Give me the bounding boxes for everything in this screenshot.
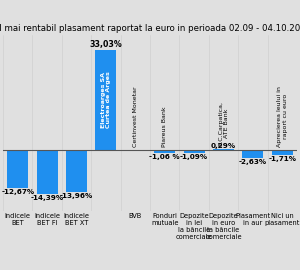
Bar xyxy=(184,150,205,153)
Text: -13,96%: -13,96% xyxy=(60,193,93,199)
Bar xyxy=(37,150,58,194)
Text: Certinvest Monetar: Certinvest Monetar xyxy=(133,86,138,147)
Text: Piareus Bank: Piareus Bank xyxy=(162,106,167,147)
Bar xyxy=(95,50,116,150)
Bar xyxy=(242,150,263,158)
Text: -1,06 %: -1,06 % xyxy=(149,154,180,160)
Text: -14,39%: -14,39% xyxy=(31,194,64,201)
Text: -1,71%: -1,71% xyxy=(268,156,296,162)
Title: Cel mai rentabil plasament raportat la euro in perioada 02.09 - 04.10.2011: Cel mai rentabil plasament raportat la e… xyxy=(0,24,300,33)
Bar xyxy=(66,150,87,192)
Bar xyxy=(154,150,175,153)
Text: Electroarges SA
Curtea de Arges: Electroarges SA Curtea de Arges xyxy=(100,72,111,129)
Text: 0,29%: 0,29% xyxy=(211,143,236,149)
Text: B.C.Carpatica,
ATE Bank: B.C.Carpatica, ATE Bank xyxy=(218,101,229,146)
Text: -12,67%: -12,67% xyxy=(1,189,34,195)
Bar xyxy=(213,149,234,150)
Text: -2,63%: -2,63% xyxy=(239,159,267,165)
Text: Aprecierea leului in
raport cu euro: Aprecierea leului in raport cu euro xyxy=(277,86,288,147)
Bar xyxy=(272,150,293,155)
Text: 33,03%: 33,03% xyxy=(89,40,122,49)
Bar xyxy=(7,150,28,188)
Text: -1,09%: -1,09% xyxy=(180,154,208,160)
